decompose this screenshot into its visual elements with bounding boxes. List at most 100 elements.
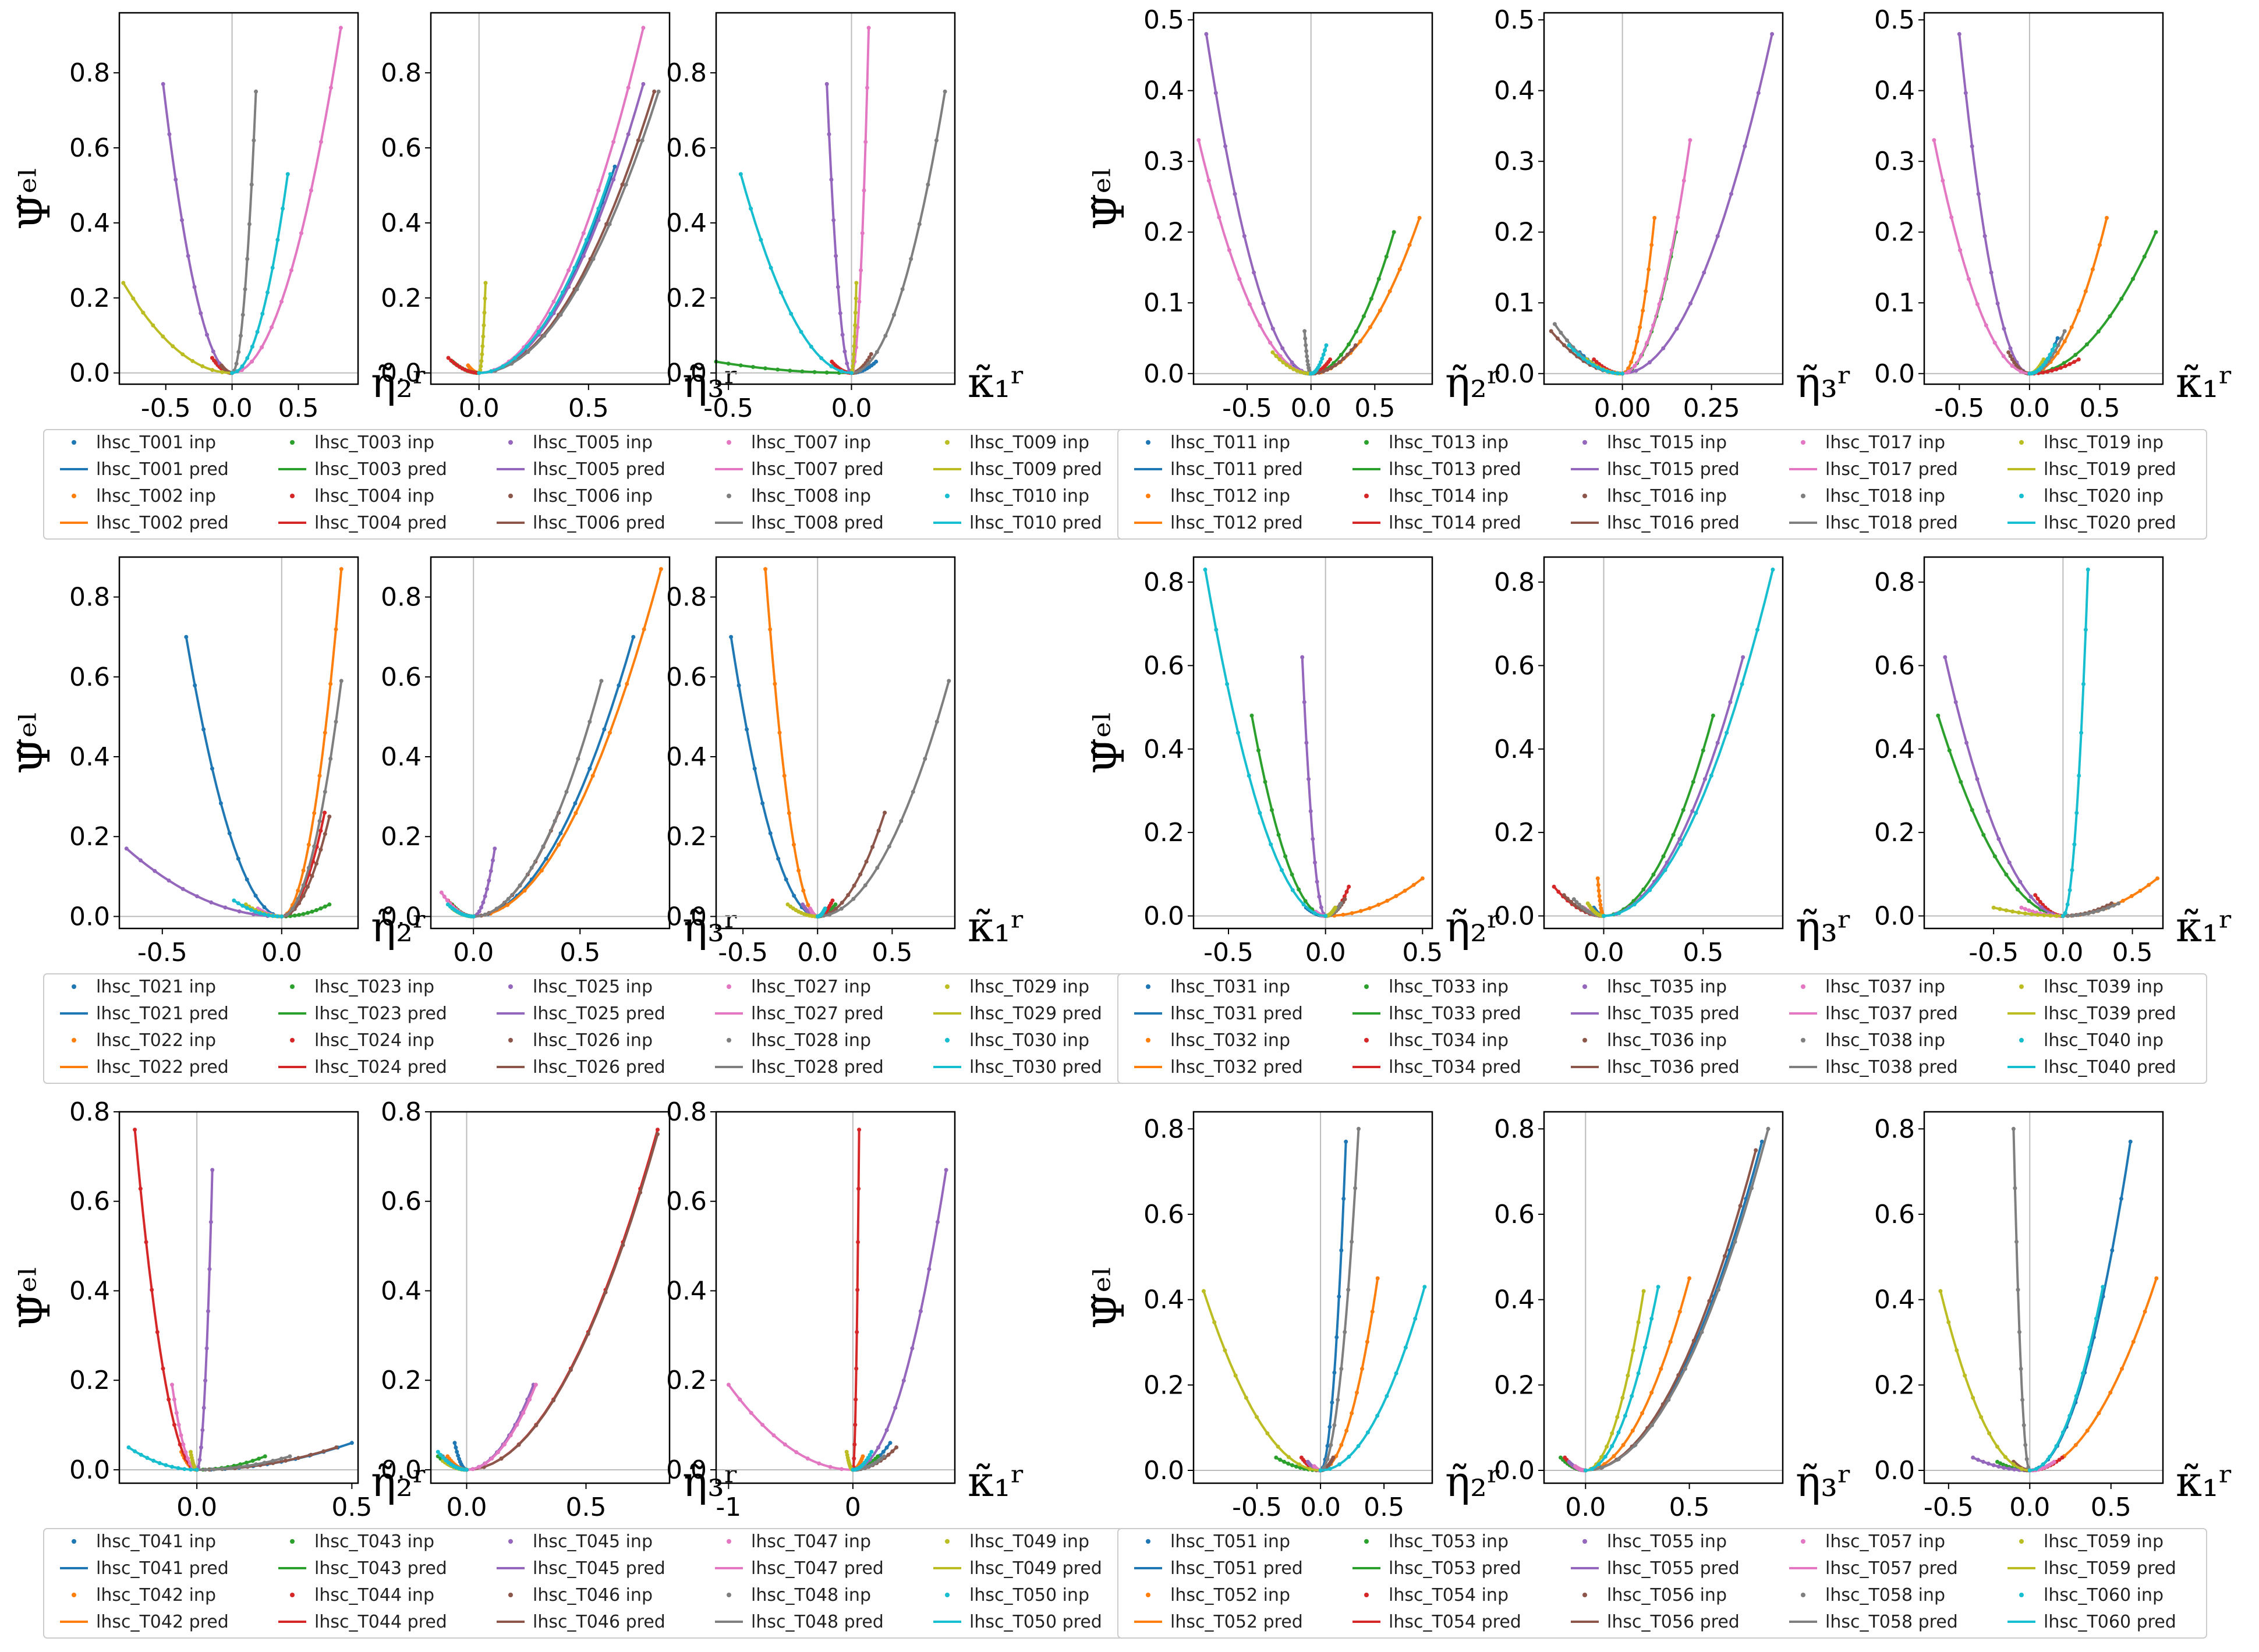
series-point-2 [2147,882,2151,887]
series-point-1 [2119,1196,2123,1201]
series-point-9 [480,352,484,357]
series-point-10 [1596,366,1601,370]
series-point-10 [1617,911,1621,916]
series-point-3 [1995,1459,1999,1464]
series-point-10 [245,356,250,360]
series-line-5 [1301,657,1326,917]
series-point-6 [883,810,887,815]
y-tick-label: 0.6 [1874,1200,1915,1229]
series-point-8 [1350,1239,1354,1244]
series-point-6 [840,901,844,905]
series-point-6 [2010,357,2014,361]
series-point-5 [1770,32,1775,36]
series-point-5 [1308,809,1313,813]
series-point-10 [240,364,245,368]
series-point-9 [1255,1415,1259,1419]
series-point-2 [466,363,470,368]
series-point-1 [262,905,267,909]
axes-frame [1543,1111,1784,1484]
series-point-8 [541,844,546,849]
legend-marker-6 [1582,1038,1587,1043]
series-point-3 [1947,748,1952,753]
series-point-5 [1270,327,1275,331]
series-point-9 [1233,1373,1238,1378]
legend-label: lhsc_T013 pred [1389,459,1521,480]
series-point-3 [250,1459,255,1463]
series-point-7 [1984,323,1988,328]
series-point-8 [2091,910,2095,914]
series-point-1 [760,801,765,806]
series-point-3 [292,913,297,918]
x-tick-label: 0.0 [2009,1493,2050,1522]
series-point-10 [271,914,275,918]
series-point-8 [328,757,333,761]
series-point-7 [289,268,293,272]
series-point-7 [1206,178,1211,183]
series-point-7 [439,890,444,895]
legend-label: lhsc_T028 pred [751,1057,884,1077]
series-point-3 [301,912,306,916]
series-point-9 [845,1453,849,1457]
x-tick-label: 0 [845,1493,861,1522]
legend-marker-7 [727,984,731,989]
series-point-8 [203,1467,208,1472]
series-point-7 [1958,248,1963,253]
y-tick-label: 0.0 [1874,1456,1915,1486]
panel-6-2: 0.0 0.2 0.4 0.6 0.8 0.0 0.5 η̃₃ʳ [1494,1111,1852,1522]
series-point-5 [1756,91,1761,95]
series-point-10 [572,265,577,270]
series-point-5 [1995,301,2000,306]
x-axis-label: κ̃₁ʳ [2176,902,2233,951]
series-point-6 [1568,349,1573,353]
series-point-7 [1633,364,1637,368]
series-point-5 [1964,740,1969,745]
legend-marker-7 [727,1539,731,1544]
y-tick-label: 0.4 [69,208,110,238]
x-tick-label: 0.5 [1364,1493,1404,1522]
y-tick-label: 0.8 [381,58,422,88]
legend-label: lhsc_T017 inp [1825,433,1945,453]
series-point-6 [1691,1338,1696,1343]
series-point-6 [2008,354,2013,359]
series-point-7 [860,231,865,236]
series-point-8 [2021,1423,2026,1427]
series-point-1 [745,727,749,732]
legend-label: lhsc_T003 inp [314,433,434,453]
panel-2-2: 0.0 0.1 0.2 0.3 0.4 0.5 0.00 0.25 η̃₃ʳ [1494,5,1852,423]
series-point-8 [909,257,913,261]
series-point-5 [1970,144,1974,148]
series-point-5 [206,1309,210,1313]
series-point-8 [1699,1330,1704,1334]
series-point-8 [1616,1457,1621,1462]
series-point-10 [250,345,254,349]
legend-label: lhsc_T031 inp [1170,977,1290,997]
series-point-8 [1633,1442,1638,1447]
series-point-3 [2085,342,2089,347]
series-point-6 [1549,329,1553,334]
x-tick-label: 0.5 [331,1493,372,1522]
series-point-6 [1331,1455,1336,1460]
legend-label: lhsc_T059 inp [2044,1532,2164,1552]
series-point-4 [2060,1455,2065,1460]
series-point-10 [145,1456,150,1460]
series-point-10 [525,345,529,349]
series-point-2 [1344,1428,1349,1433]
x-axis-label: η̃₂ʳ [371,902,427,951]
series-line-4 [133,1129,197,1471]
series-point-8 [934,138,939,143]
series-point-4 [1344,889,1349,894]
legend-label: lhsc_T018 inp [1825,486,1945,506]
series-point-3 [1391,230,1396,235]
legend-marker-5 [508,440,513,445]
series-point-1 [236,856,240,861]
series-point-10 [2094,1316,2098,1321]
series-line-6 [1550,330,1623,375]
panel-1-3: 0.0 0.2 0.4 0.6 0.8 -0.5 0.0 κ̃₁ʳ [666,12,1025,423]
series-point-9 [1631,1348,1635,1353]
series-point-3 [824,370,829,375]
series-point-10 [435,1449,440,1454]
series-line-2 [1311,217,1421,375]
series-point-7 [1688,138,1693,143]
series-point-6 [551,1398,556,1403]
series-point-1 [201,727,206,732]
